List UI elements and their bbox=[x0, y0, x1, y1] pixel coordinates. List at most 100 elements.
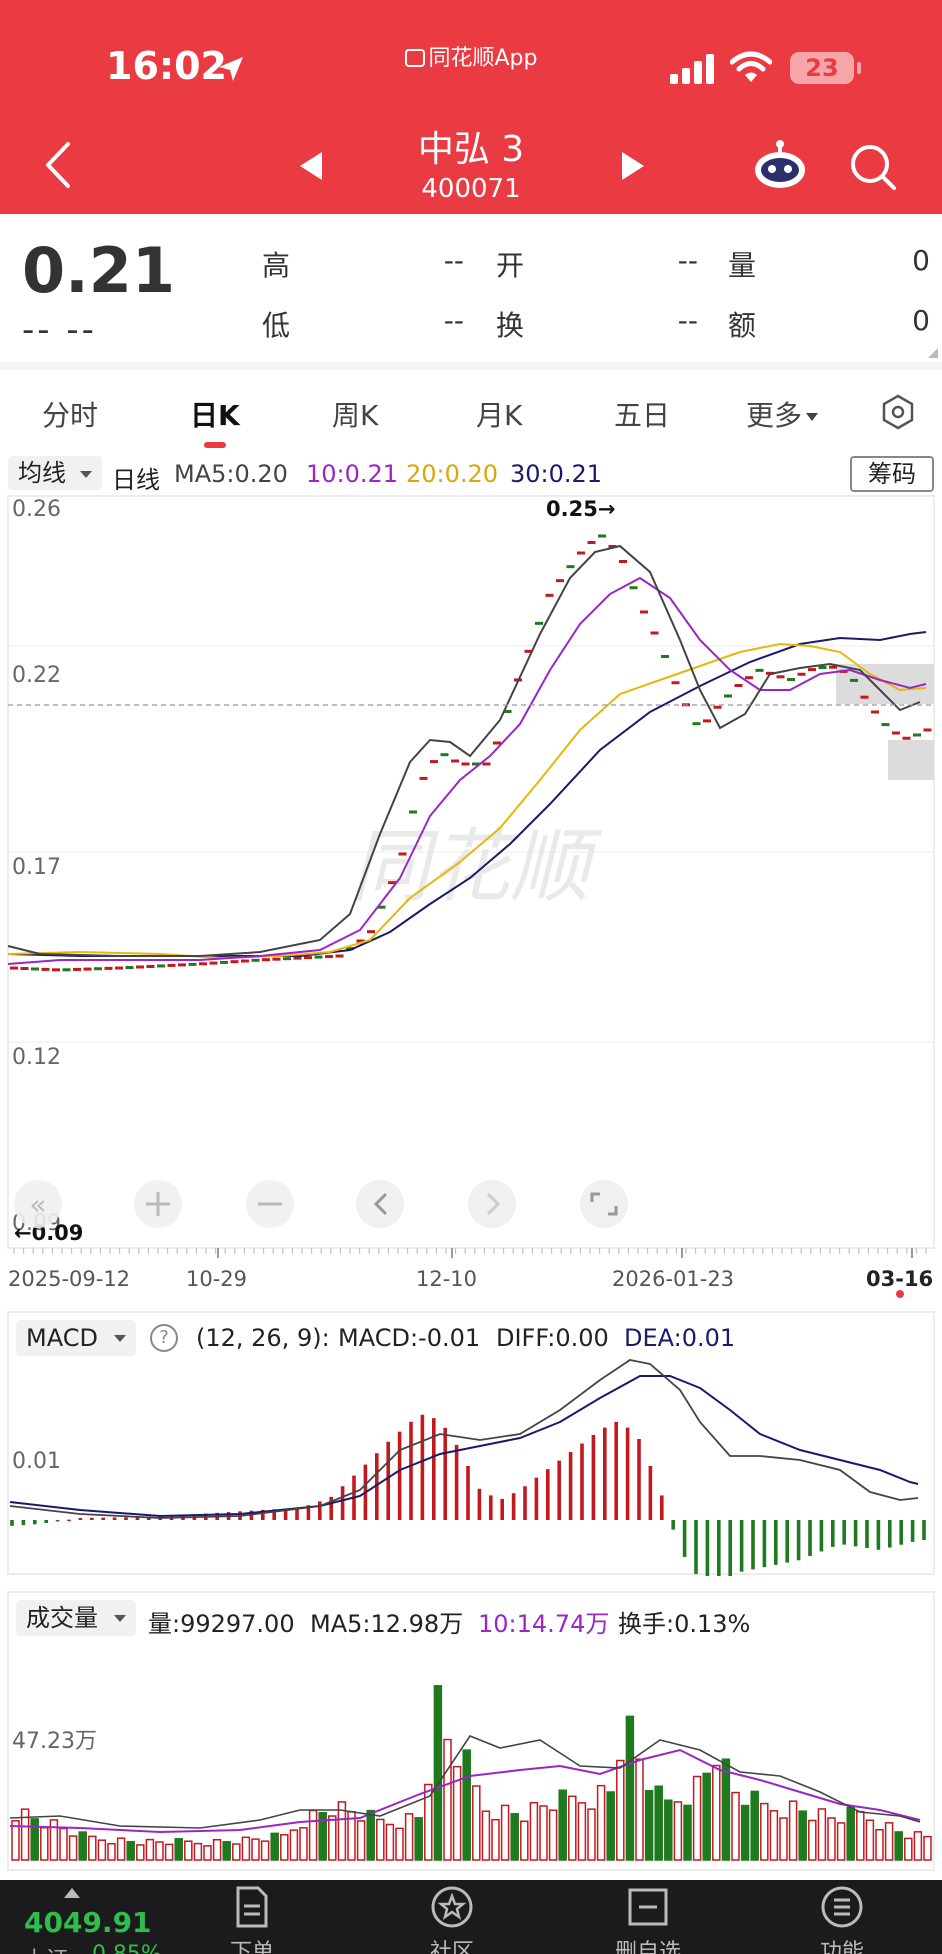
macd-bar bbox=[739, 1520, 744, 1572]
candle bbox=[409, 810, 417, 814]
macd-bar bbox=[340, 1486, 345, 1520]
search-icon[interactable] bbox=[848, 142, 898, 192]
volume-bar bbox=[836, 1822, 846, 1861]
volume-bar bbox=[164, 1843, 174, 1861]
candle bbox=[377, 905, 386, 909]
macd-bar bbox=[454, 1444, 459, 1520]
chart-settings-icon[interactable] bbox=[880, 394, 916, 430]
volume-bar bbox=[97, 1839, 107, 1861]
location-arrow-icon bbox=[219, 57, 243, 81]
candle bbox=[283, 957, 291, 961]
double-chevron-left-icon: « bbox=[29, 1188, 46, 1221]
candle bbox=[545, 593, 554, 597]
volume-bar bbox=[289, 1829, 299, 1861]
tab-weekly-k[interactable]: 周K bbox=[332, 399, 379, 432]
macd-bar bbox=[432, 1418, 436, 1520]
prev-stock-icon[interactable] bbox=[296, 150, 326, 182]
functions-button[interactable]: 功能 bbox=[782, 1886, 902, 1954]
candle bbox=[808, 668, 816, 672]
macd-histogram bbox=[10, 1414, 926, 1576]
order-button[interactable]: 下单 bbox=[192, 1886, 312, 1954]
index-value[interactable]: 4049.91 bbox=[24, 1906, 152, 1939]
ma10-value: 10:0.21 bbox=[306, 460, 399, 488]
volume-bar bbox=[817, 1808, 827, 1861]
candle bbox=[745, 676, 753, 680]
macd-bar bbox=[705, 1520, 710, 1576]
low-label: 低 bbox=[262, 309, 291, 342]
volume-bar bbox=[702, 1772, 711, 1861]
volume-bar bbox=[740, 1804, 750, 1861]
remove-watchlist-button[interactable]: 删自选 bbox=[588, 1886, 708, 1954]
chevron-left-icon bbox=[373, 1192, 388, 1216]
candle bbox=[577, 551, 585, 555]
volume-selector[interactable]: 成交量 bbox=[16, 1600, 136, 1636]
tab-more[interactable]: 更多 bbox=[746, 394, 819, 434]
macd-bar bbox=[762, 1520, 767, 1568]
macd-bar bbox=[648, 1466, 653, 1520]
volume-bar bbox=[644, 1789, 654, 1861]
volume-chart[interactable]: 47.23万 bbox=[0, 1590, 942, 1872]
volume-bar bbox=[136, 1844, 145, 1861]
volume-bar bbox=[635, 1758, 644, 1861]
next-stock-icon[interactable] bbox=[618, 150, 648, 182]
tab-intraday[interactable]: 分时 bbox=[42, 399, 99, 432]
candle bbox=[230, 960, 239, 964]
candle bbox=[451, 759, 459, 763]
macd-bar bbox=[283, 1508, 288, 1520]
chip-distribution-button[interactable]: 筹码 bbox=[850, 456, 934, 492]
macd-chart[interactable]: 0.01 bbox=[0, 1310, 942, 1576]
volume-bar bbox=[241, 1836, 251, 1861]
volume-bar bbox=[865, 1819, 875, 1861]
y-tick-label: 0.12 bbox=[12, 1045, 61, 1070]
candle bbox=[650, 631, 659, 635]
candle bbox=[440, 753, 449, 757]
tab-five-day[interactable]: 五日 bbox=[614, 399, 671, 432]
help-icon[interactable]: ? bbox=[150, 1324, 178, 1352]
collapse-arrow-icon[interactable] bbox=[64, 1888, 80, 1898]
candle bbox=[304, 956, 312, 960]
volume-bar bbox=[30, 1818, 39, 1861]
macd-bar bbox=[796, 1520, 801, 1561]
scroll-right-button[interactable] bbox=[468, 1180, 516, 1228]
kline-chart[interactable]: 同花顺 0.26 0.22 0.17 0.12 0.09 0.25→ ←0.09… bbox=[0, 494, 942, 1304]
y-tick-label: 0.22 bbox=[12, 663, 61, 688]
indicator-selector-label: 均线 bbox=[18, 459, 66, 487]
macd-bar bbox=[386, 1441, 390, 1520]
volume-bar bbox=[193, 1842, 203, 1861]
turnover-label: 换 bbox=[496, 309, 525, 342]
community-button[interactable]: 社区 bbox=[392, 1886, 512, 1954]
back-chevron-icon[interactable] bbox=[38, 140, 78, 190]
tab-daily-k[interactable]: 日K bbox=[190, 399, 240, 432]
volume-bar bbox=[145, 1838, 155, 1861]
scroll-left-button[interactable] bbox=[356, 1180, 404, 1228]
volume-bar bbox=[568, 1795, 577, 1861]
candle bbox=[220, 960, 228, 964]
indicator-selector[interactable]: 均线 bbox=[8, 456, 102, 490]
expand-corner-icon[interactable] bbox=[928, 348, 938, 358]
volume-bar bbox=[673, 1801, 683, 1861]
y-tick-label: 0.26 bbox=[12, 497, 61, 522]
fullscreen-button[interactable] bbox=[580, 1180, 628, 1228]
volume-bar bbox=[174, 1838, 183, 1861]
macd-params: (12, 26, 9): bbox=[196, 1324, 330, 1352]
macd-bar bbox=[409, 1421, 413, 1520]
macd-bar bbox=[660, 1495, 664, 1520]
volume-bar bbox=[510, 1813, 519, 1861]
candle bbox=[881, 723, 890, 727]
robot-assistant-icon[interactable] bbox=[752, 138, 808, 190]
candle bbox=[713, 705, 722, 709]
macd-bar bbox=[261, 1509, 265, 1520]
macd-bar bbox=[523, 1486, 527, 1520]
macd-bar bbox=[329, 1496, 333, 1520]
volume-bar bbox=[654, 1785, 663, 1861]
tab-monthly-k[interactable]: 月K bbox=[476, 399, 523, 432]
macd-bar bbox=[785, 1520, 789, 1563]
candle bbox=[335, 954, 344, 958]
volume-bar bbox=[856, 1810, 865, 1861]
macd-bar bbox=[546, 1469, 550, 1520]
candle bbox=[83, 967, 92, 971]
rewind-button[interactable] bbox=[14, 1180, 62, 1228]
stock-code: 400071 bbox=[421, 174, 521, 204]
period-tabs: 分时 日K 周K 月K 五日 更多 bbox=[0, 372, 942, 450]
macd-selector[interactable]: MACD bbox=[16, 1320, 136, 1356]
